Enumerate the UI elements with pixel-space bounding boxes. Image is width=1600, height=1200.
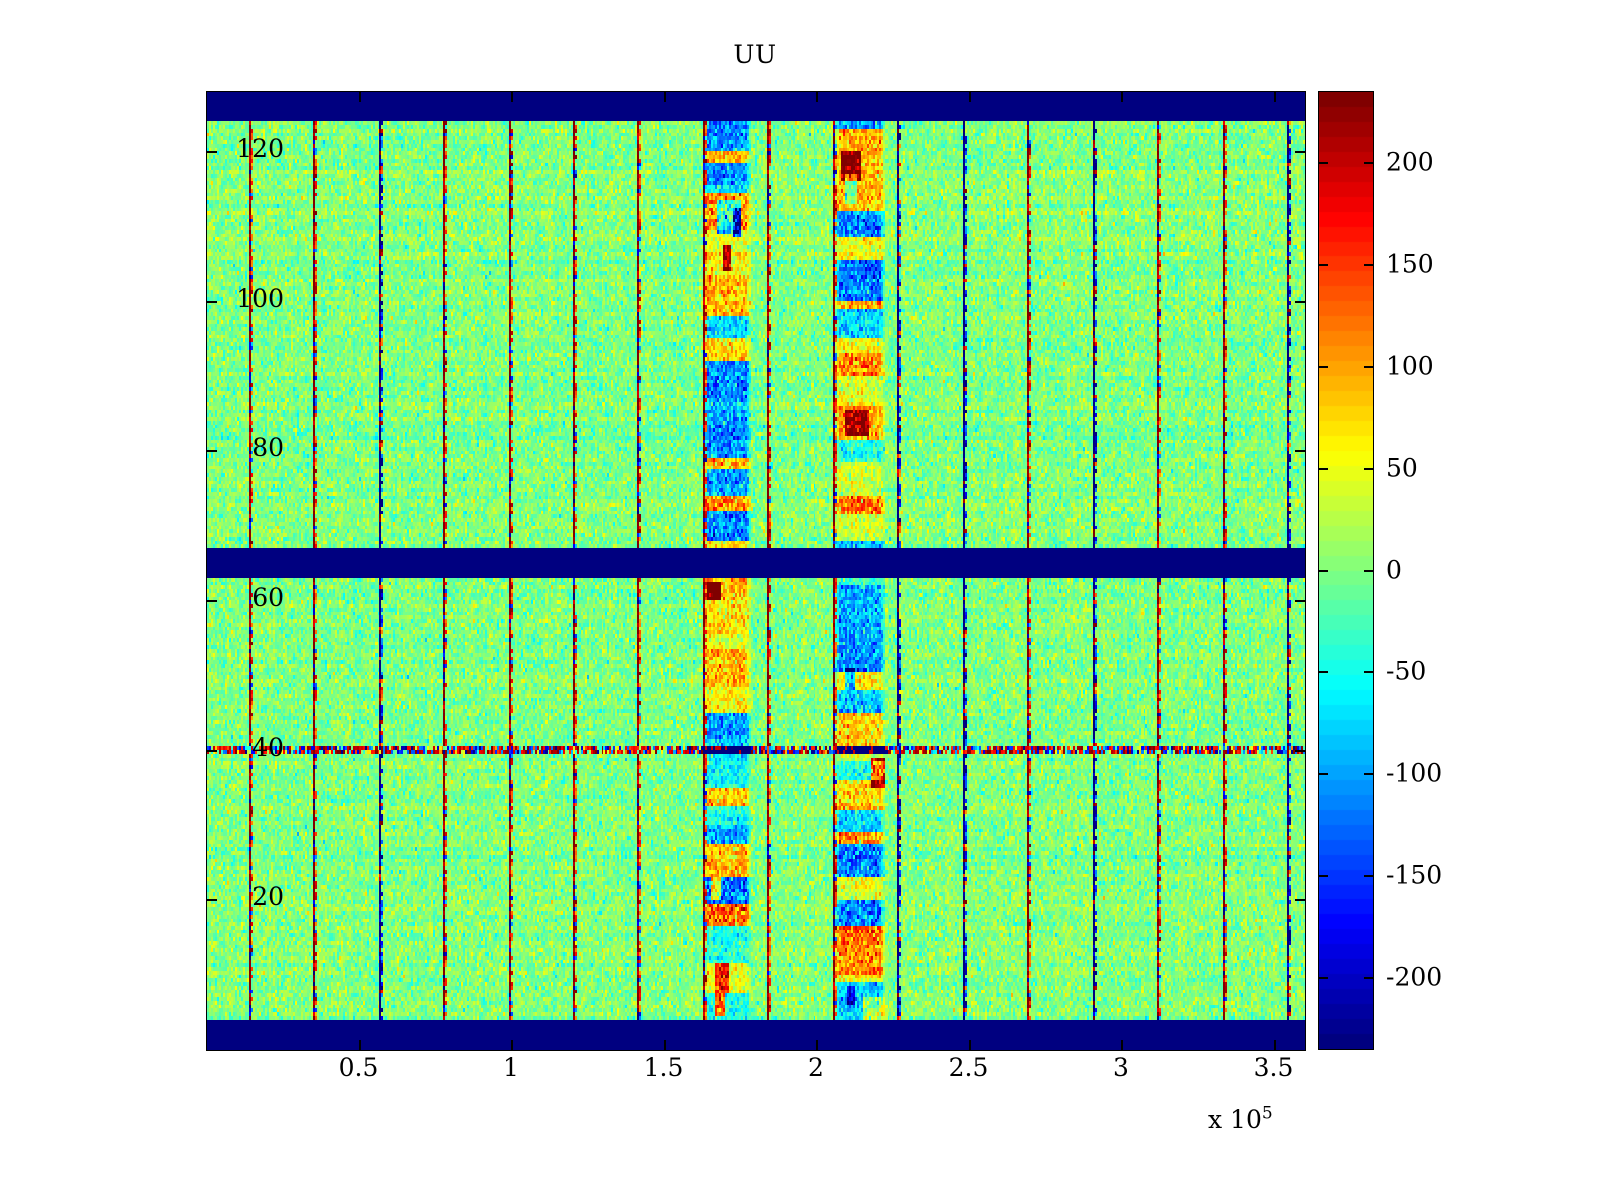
page-title: UU xyxy=(733,40,777,69)
colorbar-tick-mark xyxy=(1319,365,1328,368)
colorbar-tick-mark xyxy=(1319,976,1328,979)
y-tick-mark xyxy=(1295,899,1305,902)
y-tick-label: 40 xyxy=(252,732,284,762)
x-multiplier-exponent: 5 xyxy=(1261,1103,1273,1124)
colorbar-tick-mark xyxy=(1364,365,1373,368)
colorbar-tick-label: 50 xyxy=(1386,453,1418,483)
y-tick-label: 60 xyxy=(252,582,284,612)
colorbar-tick-mark xyxy=(1364,467,1373,470)
heatmap-axes xyxy=(206,91,1306,1051)
colorbar-tick-label: 200 xyxy=(1386,147,1434,177)
colorbar-tick-mark xyxy=(1319,773,1328,776)
colorbar-tick-mark xyxy=(1364,773,1373,776)
colorbar-tick-mark xyxy=(1364,264,1373,267)
colorbar-tick-mark xyxy=(1364,874,1373,877)
y-tick-label: 80 xyxy=(252,433,284,463)
x-tick-mark xyxy=(816,92,818,102)
x-tick-label: 2.5 xyxy=(948,1053,989,1082)
x-tick-mark xyxy=(358,92,361,102)
x-tick-mark xyxy=(1273,1040,1276,1050)
colorbar-tick-mark xyxy=(1319,162,1328,165)
colorbar-tick-mark xyxy=(1364,976,1373,979)
x-tick-label: 1 xyxy=(503,1053,519,1082)
y-tick-mark xyxy=(1295,749,1305,752)
colorbar-tick-mark xyxy=(1319,569,1328,572)
x-tick-mark xyxy=(1121,92,1123,102)
colorbar-tick-label: -50 xyxy=(1386,656,1427,686)
x-tick-mark xyxy=(1273,92,1276,102)
x-tick-mark xyxy=(968,92,971,102)
x-tick-mark xyxy=(511,92,513,102)
x-tick-mark xyxy=(663,1040,666,1050)
y-tick-mark xyxy=(207,599,217,602)
colorbar-tick-mark xyxy=(1364,569,1373,572)
x-tick-label: 3 xyxy=(1113,1053,1129,1082)
x-multiplier-text: x 10 xyxy=(1208,1105,1262,1134)
colorbar-tick-mark xyxy=(1319,874,1328,877)
x-tick-label: 0.5 xyxy=(338,1053,379,1082)
colorbar-tick-label: -150 xyxy=(1386,860,1443,890)
x-tick-mark xyxy=(816,1040,818,1050)
colorbar-tick-mark xyxy=(1364,162,1373,165)
colorbar-tick-mark xyxy=(1319,264,1328,267)
y-tick-label: 100 xyxy=(236,283,284,313)
colorbar-tick-label: 100 xyxy=(1386,351,1434,381)
colorbar[interactable] xyxy=(1318,91,1374,1050)
x-tick-mark xyxy=(663,92,666,102)
y-tick-label: 20 xyxy=(252,882,284,912)
x-tick-label: 1.5 xyxy=(643,1053,684,1082)
colorbar-tick-label: -100 xyxy=(1386,758,1443,788)
x-tick-mark xyxy=(511,1040,513,1050)
colorbar-tick-label: 150 xyxy=(1386,249,1434,279)
y-tick-mark xyxy=(1295,450,1305,453)
x-tick-label: 2 xyxy=(808,1053,824,1082)
heatmap-image xyxy=(207,92,1305,1050)
x-tick-mark xyxy=(358,1040,361,1050)
y-tick-mark xyxy=(207,450,217,453)
x-tick-mark xyxy=(968,1040,971,1050)
y-tick-mark xyxy=(1295,150,1305,153)
y-tick-label: 120 xyxy=(236,133,284,163)
x-axis-multiplier-label: x 105 xyxy=(1208,1105,1273,1134)
x-tick-mark xyxy=(1121,1040,1123,1050)
colorbar-tick-mark xyxy=(1364,671,1373,674)
colorbar-tick-label: -200 xyxy=(1386,962,1443,992)
x-tick-label: 3.5 xyxy=(1253,1053,1294,1082)
colorbar-tick-mark xyxy=(1319,671,1328,674)
y-tick-mark xyxy=(207,150,217,153)
y-tick-mark xyxy=(207,300,217,303)
colorbar-tick-mark xyxy=(1319,467,1328,470)
y-tick-mark xyxy=(207,749,217,752)
colorbar-tick-label: 0 xyxy=(1386,555,1402,584)
y-tick-mark xyxy=(1295,300,1305,303)
y-tick-mark xyxy=(1295,599,1305,602)
y-tick-mark xyxy=(207,899,217,902)
